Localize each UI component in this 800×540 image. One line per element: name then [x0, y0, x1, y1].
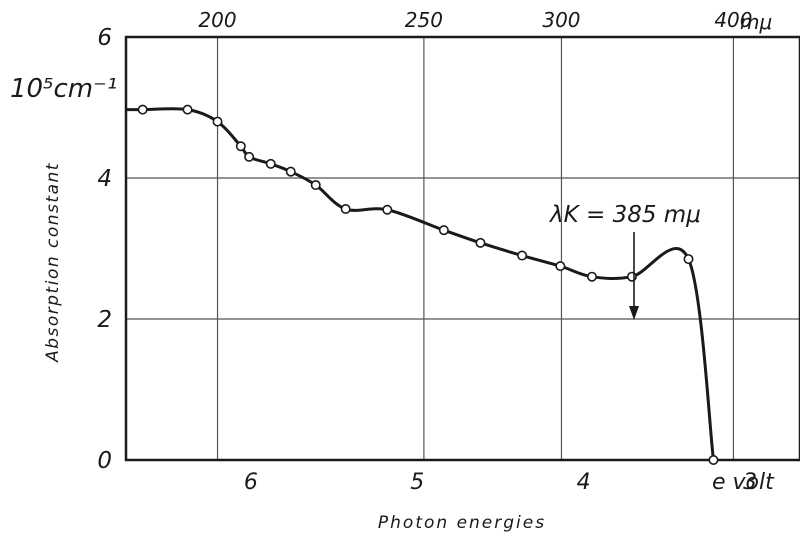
y-tick-label: 0	[97, 448, 112, 474]
data-point	[382, 204, 393, 215]
x-tick-label: 6	[244, 470, 258, 495]
data-point	[438, 225, 449, 236]
top-axis-unit: mμ	[740, 10, 772, 34]
x-tick-label: 4	[577, 470, 591, 495]
top-tick-label: 300	[542, 8, 580, 32]
data-point	[235, 141, 246, 152]
data-point	[708, 454, 719, 465]
data-point	[586, 271, 597, 282]
data-point	[555, 261, 566, 272]
y-tick-label: 2	[97, 307, 112, 333]
data-point	[310, 180, 321, 191]
data-point	[683, 254, 694, 265]
y-axis-label: Absorption constant	[43, 162, 63, 363]
plot-frame	[124, 35, 800, 462]
data-point	[626, 271, 637, 282]
annotation-arrowhead	[629, 306, 639, 320]
data-point	[244, 151, 255, 162]
x-axis-unit: e volt	[712, 470, 775, 495]
series	[125, 104, 719, 465]
y-axis-unit: 10⁵cm⁻¹	[10, 74, 117, 104]
x-axis-label: Photon energies	[378, 513, 546, 533]
top-tick-label: 400	[714, 8, 752, 32]
data-point	[285, 166, 296, 177]
top-tick-label: 200	[198, 8, 236, 32]
x-tick-label: 5	[410, 470, 424, 495]
y-tick-label: 4	[97, 166, 112, 192]
data-point	[475, 237, 486, 248]
series-line	[125, 107, 715, 461]
data-point	[137, 104, 148, 115]
tick-labels: 20025030040050065430246	[97, 8, 757, 495]
data-point	[182, 104, 193, 115]
annotation-label: λK = 385 mμ	[548, 202, 701, 228]
data-point	[212, 116, 223, 127]
y-tick-label: 6	[97, 25, 112, 51]
data-point	[265, 158, 276, 169]
data-point	[340, 204, 351, 215]
x-tick-label: 3	[743, 470, 757, 495]
grid	[126, 37, 800, 460]
data-point	[517, 250, 528, 261]
top-tick-label: 250	[405, 8, 443, 32]
